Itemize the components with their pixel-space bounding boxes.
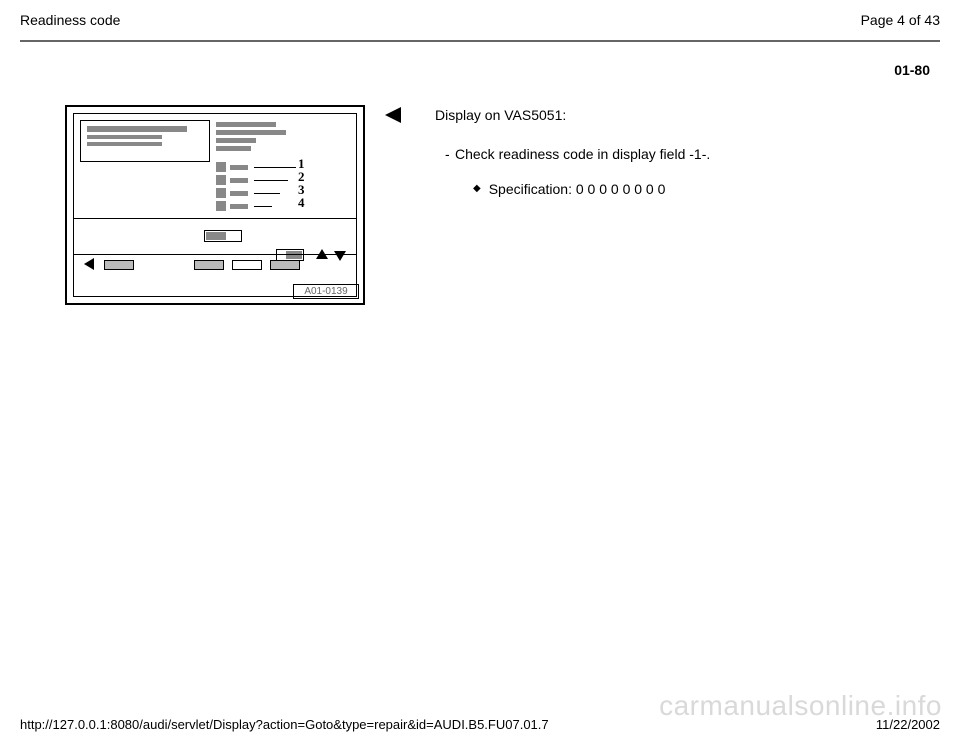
header-title: Readiness code: [20, 12, 120, 28]
footer-url: http://127.0.0.1:8080/audi/servlet/Displ…: [20, 717, 549, 732]
diagram-field-row: [216, 162, 296, 172]
left-arrow-icon: [84, 258, 94, 270]
diagram-top-left-block: [80, 120, 210, 162]
display-heading: Display on VAS5051:: [435, 105, 930, 126]
diamond-bullet-icon: ◆: [473, 179, 481, 200]
diagram-bar: [216, 138, 256, 143]
diagram-bottom-box: [270, 260, 300, 270]
diagram-bar: [216, 130, 286, 135]
diagram-field-row: [216, 201, 272, 211]
footer-date: 11/22/2002: [876, 717, 940, 732]
diagram-reference: A01-0139: [293, 284, 359, 299]
content-row: 1 2 3 4 A01-0139 Display on VAS5051: - C: [65, 105, 930, 305]
diagram-bar: [216, 146, 251, 151]
vas5051-diagram: 1 2 3 4 A01-0139: [65, 105, 365, 305]
pointer-left-icon: [385, 107, 401, 123]
page-footer: http://127.0.0.1:8080/audi/servlet/Displ…: [20, 717, 940, 732]
dash-bullet: -: [445, 144, 455, 165]
page-header: Readiness code Page 4 of 43: [20, 12, 940, 28]
diagram-divider: [74, 218, 356, 219]
arrow-column: [385, 105, 415, 305]
instruction-line: - Check readiness code in display field …: [445, 144, 930, 165]
diagram-bar: [87, 135, 162, 139]
diagram-center-fill: [206, 232, 226, 240]
text-column: Display on VAS5051: - Check readiness co…: [435, 105, 930, 305]
header-page: Page 4 of 43: [861, 12, 940, 28]
header-rule: [20, 40, 940, 42]
spec-text: Specification: 0 0 0 0 0 0 0 0: [489, 179, 666, 200]
diagram-bar: [87, 126, 187, 132]
diagram-bottom-box: [104, 260, 134, 270]
diagram-bottom-box: [194, 260, 224, 270]
diagram-bottom-box: [232, 260, 262, 270]
instruction-text: Check readiness code in display field -1…: [455, 144, 710, 165]
spec-line: ◆ Specification: 0 0 0 0 0 0 0 0: [473, 179, 930, 200]
diagram-inner: 1 2 3 4: [73, 113, 357, 297]
diagram-bar: [87, 142, 162, 146]
diagram-bar: [216, 122, 276, 127]
diagram-field-row: [216, 175, 288, 185]
callout-4: 4: [298, 195, 305, 211]
diagram-field-row: [216, 188, 280, 198]
section-number: 01-80: [894, 62, 930, 78]
